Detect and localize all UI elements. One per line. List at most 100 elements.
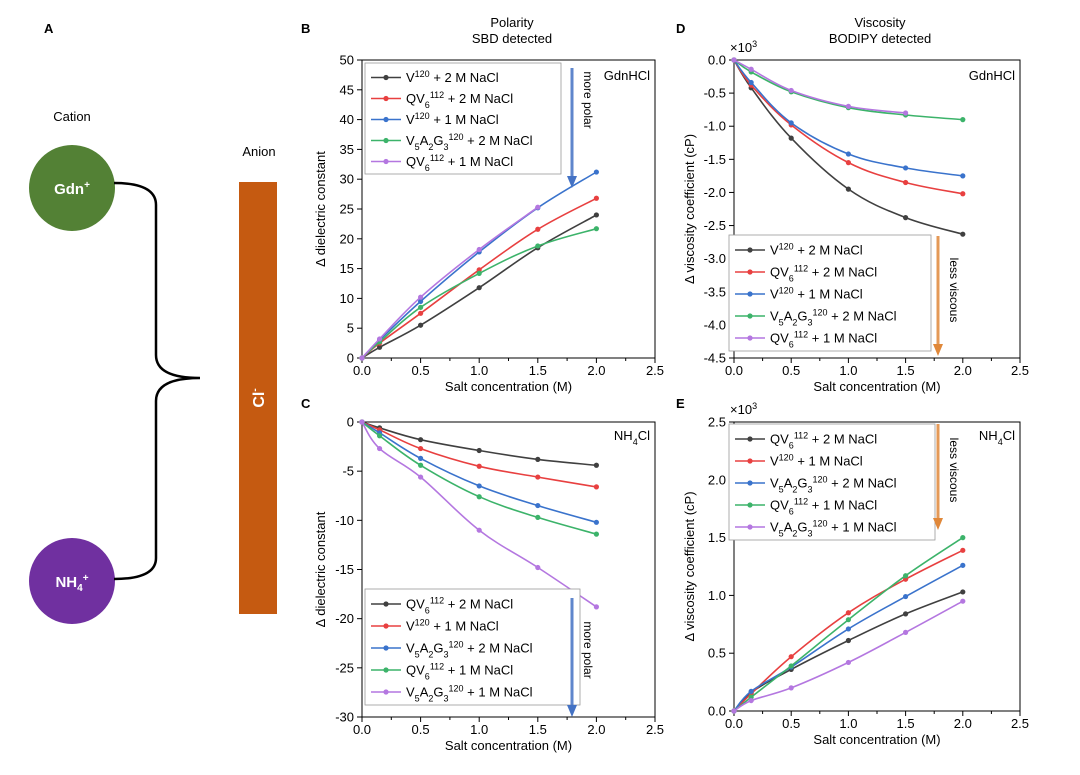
chart-b-series-line-2 (361, 197, 597, 359)
chart-e-y-tick-label: 2.0 (708, 472, 726, 487)
chart-e-data-point (960, 547, 966, 553)
chart-e-legend-marker (747, 480, 753, 486)
chart-d-data-point (903, 215, 909, 221)
chart-e-legend-marker (747, 458, 753, 464)
chart-d-y-axis-label: Δ viscosity coefficient (cP) (682, 134, 697, 284)
chart-e-data-point (903, 629, 909, 635)
chart-b-data-point (593, 226, 600, 232)
chart-d-legend (728, 234, 932, 352)
chart-d-y-tick-label: -3.5 (704, 284, 726, 299)
chart-b-legend-label: V120 + 2 M NaCl (406, 69, 499, 85)
chart-c-data-point (476, 447, 482, 454)
chart-c-series-line-2 (361, 421, 597, 488)
viscosity-title-line-1: Viscosity (854, 15, 906, 30)
chart-d-legend-marker (747, 291, 753, 297)
chart-e-direction-arrow-head (933, 518, 943, 530)
chart-e-direction-label: less viscous (947, 438, 961, 503)
chart-e-legend-label: V5A2G3120 + 1 M NaCl (770, 519, 897, 539)
chart-b-legend (364, 62, 562, 175)
chart-d-legend-marker (747, 247, 753, 253)
chart-c-data-point (376, 433, 383, 439)
chart-b-x-axis-label: Salt concentration (M) (445, 379, 572, 394)
chart-c-x-tick-label: 0.5 (412, 722, 430, 737)
chart-b-y-tick-label: 15 (340, 261, 354, 276)
chart-b-y-tick-label: 40 (340, 112, 354, 127)
chart-d-data-point (960, 231, 966, 237)
chart-b-data-point (418, 294, 424, 300)
chart-e-x-tick-label: 0.0 (725, 716, 743, 731)
chart-b-data-point (593, 169, 600, 175)
chart-c-x-tick-label: 2.0 (587, 722, 605, 737)
chart-c-data-point (593, 462, 600, 468)
chart-e-data-point (845, 617, 852, 623)
chart-c-x-tick-label: 0.0 (353, 722, 371, 737)
chart-d-data-point (788, 120, 794, 126)
chart-c-legend-marker (383, 667, 389, 673)
chart-c: 0.0 0.5 1.0 1.5 2.0 2.5 -30 -25 -20 -15 -10 -5 0 Salt… (313, 415, 664, 754)
chart-c-y-tick-label: -5 (342, 464, 354, 479)
chart-d-x-tick-label: 2.5 (1011, 363, 1029, 378)
chart-b-data-point (593, 195, 600, 201)
chart-e-y-tick-label: 0.5 (708, 646, 726, 661)
chart-e-data-point (748, 697, 754, 704)
chart-b-y-tick-label: 45 (340, 82, 354, 97)
chart-e-data-point (845, 659, 852, 666)
chart-c-data-point (476, 463, 482, 469)
chart-d-y-tick-label: -3.0 (704, 251, 726, 266)
chart-b-series-line-5 (361, 206, 539, 359)
chart-b-x-tick-label: 0.0 (353, 363, 371, 378)
chart-c-legend-label: QV6112 + 1 M NaCl (406, 662, 513, 682)
chart-c-data-point (476, 483, 482, 489)
chart-c-data-point (376, 445, 383, 452)
chart-c-data-point (418, 462, 424, 468)
chart-d-x-tick-label: 0.0 (725, 363, 743, 378)
chart-b-salt-annotation: GdnHCl (604, 68, 650, 83)
chart-b-y-tick-label: 25 (340, 202, 354, 217)
chart-c-legend-label: V120 + 1 M NaCl (406, 618, 499, 634)
chart-d-y-tick-label: -1.0 (704, 119, 726, 134)
chart-c-y-tick-label: -30 (335, 710, 354, 725)
chart-b-data-point (376, 336, 383, 342)
chart-b: 0.0 0.5 1.0 1.5 2.0 2.5 0 5 10 15 20 25 30 35 40 45 50 Sa… (313, 53, 664, 395)
chart-d-legend-marker (747, 335, 753, 341)
chart-b-data-point (535, 204, 541, 210)
chart-c-data-point (593, 519, 600, 525)
chart-b-legend-label: QV6112 + 1 M NaCl (406, 153, 513, 173)
chart-b-data-point (418, 322, 424, 328)
chart-e-data-point (903, 611, 909, 617)
polarity-title-line-2: SBD detected (472, 31, 552, 46)
chart-e-legend-label: V120 + 1 M NaCl (770, 453, 863, 469)
chart-c-legend-marker (383, 601, 389, 607)
chart-b-data-point (593, 212, 600, 218)
chart-c-data-point (535, 514, 541, 520)
chart-e-y-axis-label: Δ viscosity coefficient (cP) (682, 491, 697, 641)
chart-e-legend-label: QV6112 + 1 M NaCl (770, 497, 877, 517)
chart-b-legend-marker (383, 158, 389, 165)
chart-e-data-point (788, 663, 794, 669)
chart-b-data-point (476, 285, 482, 291)
polarity-title: Polarity SBD detected (472, 15, 552, 46)
chart-b-y-tick-label: 35 (340, 142, 354, 157)
chart-d-x-axis-label: Salt concentration (M) (813, 379, 940, 394)
chart-e-x-tick-label: 2.5 (1011, 716, 1029, 731)
nh4-cation-label: NH4+ (55, 573, 88, 594)
chart-b-x-tick-label: 2.5 (646, 363, 664, 378)
chart-d-legend-label: QV6112 + 2 M NaCl (770, 264, 877, 284)
chart-b-legend-label: V5A2G3120 + 2 M NaCl (406, 132, 533, 152)
chart-b-y-tick-label: 30 (340, 172, 354, 187)
chart-b-legend-label: QV6112 + 2 M NaCl (406, 90, 513, 110)
chart-d-legend-marker (747, 313, 753, 319)
panel-letter-e: E (676, 396, 685, 411)
chart-e-data-point (960, 535, 966, 541)
chart-c-legend-label: V5A2G3120 + 2 M NaCl (406, 640, 533, 660)
chart-c-data-point (418, 445, 424, 452)
chart-d-legend-label: V120 + 1 M NaCl (770, 286, 863, 302)
chart-e-data-point (960, 562, 966, 568)
chart-d-y-tick-label: -1.5 (704, 152, 726, 167)
chart-d-data-point (845, 103, 852, 109)
chart-d-x-tick-label: 1.5 (897, 363, 915, 378)
chart-c-data-point (535, 502, 541, 509)
pairing-brace (113, 181, 201, 581)
chart-c-y-tick-label: 0 (347, 415, 354, 430)
